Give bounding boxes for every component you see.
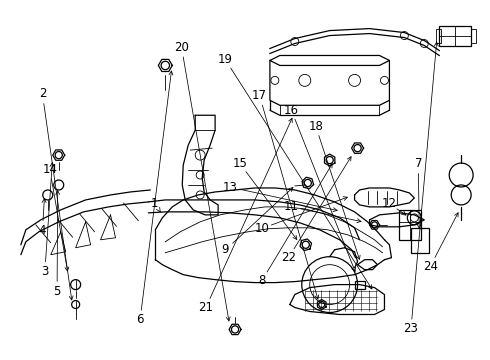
Text: 9: 9 <box>222 243 229 256</box>
Text: 22: 22 <box>281 251 296 264</box>
Text: 17: 17 <box>252 89 267 102</box>
Bar <box>355 280 365 289</box>
Bar <box>436 28 441 42</box>
Text: 16: 16 <box>284 104 299 117</box>
Text: 11: 11 <box>284 201 299 213</box>
Text: 13: 13 <box>223 181 238 194</box>
Text: 5: 5 <box>53 285 61 298</box>
Text: 2: 2 <box>39 87 46 100</box>
Text: 12: 12 <box>382 197 396 210</box>
Text: 20: 20 <box>174 41 189 54</box>
Text: 10: 10 <box>255 222 270 235</box>
Text: 23: 23 <box>404 322 418 335</box>
Text: 24: 24 <box>423 260 438 273</box>
Text: 6: 6 <box>136 313 144 327</box>
Text: 1: 1 <box>151 197 158 210</box>
Text: 21: 21 <box>198 301 214 314</box>
Bar <box>471 28 476 42</box>
Text: 3: 3 <box>41 265 49 278</box>
Text: 14: 14 <box>42 163 57 176</box>
Bar <box>412 228 429 253</box>
Bar <box>399 210 421 240</box>
Bar <box>439 26 471 45</box>
Text: 19: 19 <box>218 53 233 66</box>
Text: 18: 18 <box>308 120 323 133</box>
Text: 8: 8 <box>258 274 266 287</box>
Text: 7: 7 <box>415 157 422 170</box>
Text: 4: 4 <box>39 224 46 237</box>
Text: 15: 15 <box>233 157 247 170</box>
